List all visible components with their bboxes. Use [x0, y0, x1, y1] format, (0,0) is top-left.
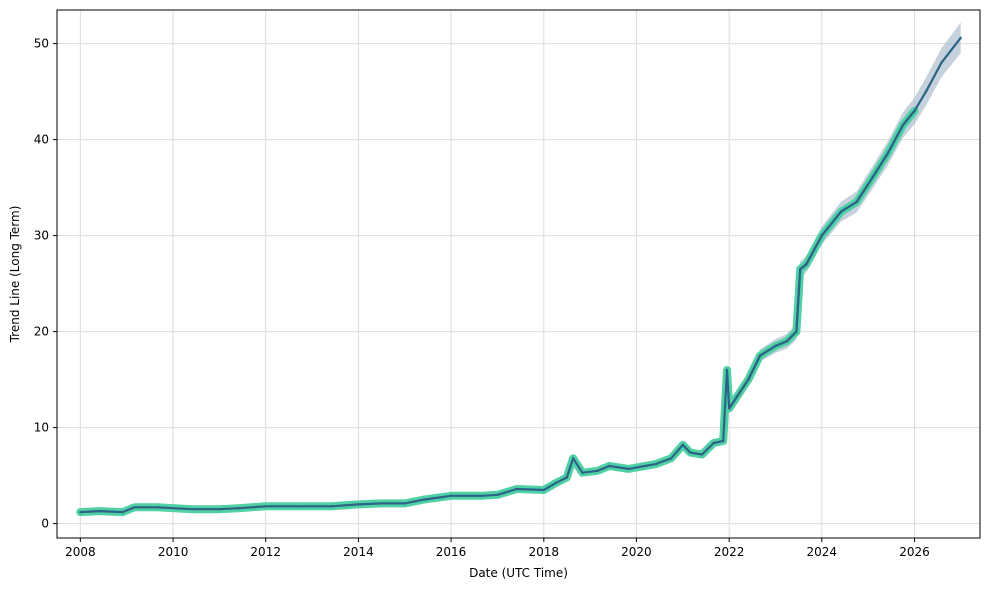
historical-point	[357, 503, 360, 506]
historical-point	[571, 457, 575, 460]
x-tick-label: 2022	[714, 545, 745, 559]
historical-point	[542, 488, 546, 492]
y-tick-label: 20	[34, 325, 49, 339]
historical-point	[480, 494, 484, 497]
x-tick-label: 2026	[899, 545, 930, 559]
forecast-point	[924, 90, 928, 93]
x-tick-label: 2016	[436, 545, 467, 559]
historical-series-line	[76, 106, 919, 517]
historical-point	[681, 443, 685, 447]
x-tick-label: 2024	[807, 545, 838, 559]
x-tick-label: 2012	[250, 545, 281, 559]
forecast-point	[805, 263, 808, 266]
forecast-point	[870, 176, 874, 180]
grid-lines	[57, 10, 980, 538]
historical-point	[121, 510, 125, 514]
historical-point	[237, 507, 240, 510]
forecast-point	[886, 152, 889, 156]
forecast-point	[795, 330, 798, 333]
historical-point	[669, 457, 673, 460]
x-axis-ticks: 2008 2010 2012 2014 2016 2018 2020 2022 2024 2026	[65, 538, 930, 559]
y-tick-label: 30	[34, 229, 49, 243]
y-tick-label: 10	[34, 421, 49, 435]
historical-point	[422, 498, 426, 501]
historical-point	[98, 509, 101, 513]
historical-point	[496, 493, 499, 496]
historical-point	[565, 476, 568, 479]
forecast-point	[820, 234, 823, 237]
forecast-point	[855, 200, 858, 204]
historical-point	[700, 453, 704, 456]
x-tick-label: 2018	[529, 545, 560, 559]
forecast-point	[913, 109, 916, 113]
historical-point	[295, 505, 298, 508]
series-layer	[76, 36, 962, 517]
forecast-point	[799, 268, 802, 271]
x-tick-label: 2010	[158, 545, 189, 559]
plot-frame	[56, 9, 981, 539]
historical-point	[156, 506, 159, 509]
historical-point	[330, 505, 333, 508]
y-tick-label: 50	[34, 37, 49, 51]
historical-point	[725, 368, 729, 372]
historical-point	[554, 482, 557, 485]
y-tick-label: 40	[34, 133, 49, 147]
forecast-series-line	[728, 37, 962, 410]
historical-point	[191, 508, 194, 511]
historical-trend-inner-line	[80, 110, 916, 514]
historical-point	[403, 502, 406, 505]
forecast-point	[839, 210, 843, 213]
historical-point	[581, 471, 584, 474]
historical-point	[79, 510, 82, 514]
x-axis-title: Date (UTC Time)	[469, 566, 568, 580]
historical-point	[449, 494, 453, 497]
y-axis-ticks: 0 10 20 30 40 50	[34, 37, 57, 531]
forecast-point	[940, 61, 943, 64]
historical-point	[689, 451, 692, 454]
forecast-point	[959, 36, 962, 40]
y-tick-label: 0	[41, 517, 49, 531]
historical-point	[218, 508, 221, 511]
forecast-point	[747, 378, 750, 381]
forecast-point	[774, 344, 777, 348]
forecast-point	[727, 407, 731, 410]
historical-point	[627, 467, 630, 471]
historical-point	[133, 506, 136, 509]
forecast-point	[758, 354, 762, 357]
x-tick-label: 2008	[65, 545, 96, 559]
historical-point	[608, 464, 611, 468]
forecast-point	[785, 340, 789, 343]
historical-point	[722, 439, 725, 443]
forecast-point	[901, 124, 905, 127]
y-axis-title: Trend Line (Long Term)	[8, 206, 22, 344]
historical-point	[515, 487, 518, 491]
historical-point	[380, 502, 383, 505]
historical-point	[264, 505, 267, 508]
x-tick-label: 2014	[343, 545, 374, 559]
x-tick-label: 2020	[621, 545, 652, 559]
historical-point	[654, 462, 657, 466]
historical-point	[596, 469, 599, 472]
historical-point	[712, 441, 715, 445]
